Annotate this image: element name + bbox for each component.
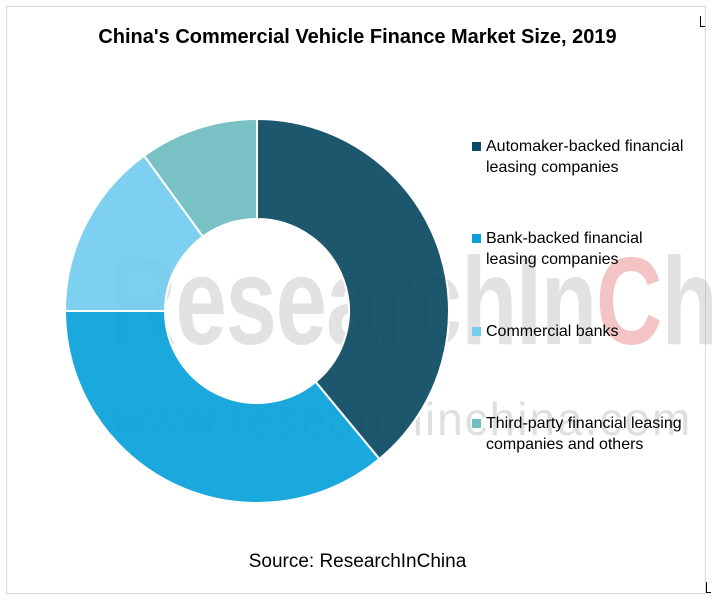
legend-swatch <box>472 419 481 428</box>
corner-mark-top <box>700 16 705 27</box>
slice-bank-backed <box>63 310 381 504</box>
legend-item-commercial-banks: Commercial banks <box>472 321 692 342</box>
slice-third-party <box>142 117 258 238</box>
legend-label: Commercial banks <box>486 323 619 340</box>
legend-item-third-party: Third-party financial leasing companies … <box>472 413 692 455</box>
legend-item-automaker: Automaker-backed financial leasing compa… <box>472 136 692 178</box>
legend-swatch <box>472 234 481 243</box>
source-note: Source: ResearchInChina <box>248 551 467 572</box>
legend-label: Automaker-backed financial leasing compa… <box>486 138 684 176</box>
slice-commercial-banks <box>63 154 205 312</box>
chart-title: China's Commercial Vehicle Finance Marke… <box>98 26 617 48</box>
legend-swatch <box>472 142 481 151</box>
legend-swatch <box>472 327 481 336</box>
legend-label: Third-party financial leasing companies … <box>486 415 682 453</box>
slice-automaker <box>256 117 450 461</box>
legend-label: Bank-backed financial leasing companies <box>486 230 643 268</box>
corner-mark-bottom <box>706 582 711 593</box>
chart-frame <box>6 6 706 594</box>
legend-item-bank-backed: Bank-backed financial leasing companies <box>472 228 692 270</box>
